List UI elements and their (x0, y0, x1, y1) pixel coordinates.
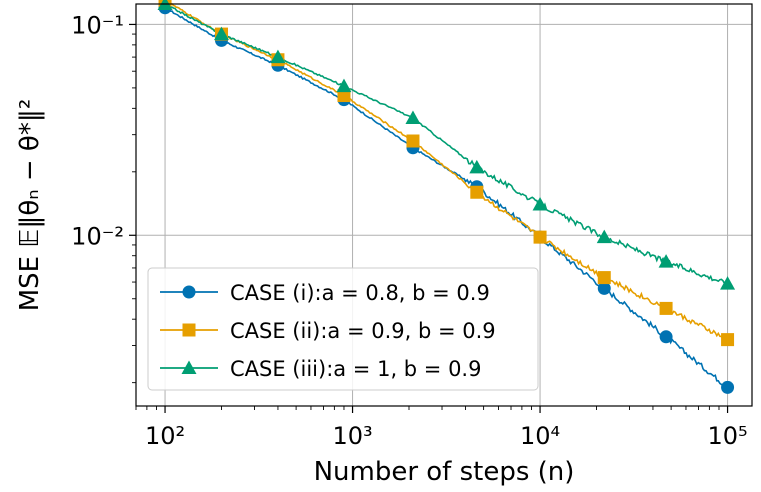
data-point-series-3 (469, 159, 485, 174)
x-tick-label: 10⁵ (707, 422, 747, 450)
x-ticks: 10² 10³ 10⁴ 10⁵ (135, 406, 748, 450)
series-lines (164, 0, 729, 390)
data-point-series-3 (336, 78, 352, 93)
data-point-series-3 (157, 0, 173, 10)
legend-box (147, 267, 539, 391)
data-point-series-3 (658, 254, 674, 268)
x-tick-label: 10² (145, 422, 185, 450)
legend-label: CASE (i):a = 0.8, b = 0.9 (230, 281, 490, 305)
data-point-series-2 (721, 333, 735, 347)
data-point-series-2 (470, 185, 484, 199)
y-tick-label: 10⁻² (71, 222, 124, 250)
data-point-series-3 (596, 229, 612, 244)
legend-label: CASE (ii):a = 0.9, b = 0.9 (230, 319, 496, 343)
legend-swatch-marker (181, 360, 197, 374)
legend-label: CASE (iii):a = 1, b = 0.9 (230, 357, 481, 381)
series-markers (157, 0, 736, 394)
data-point-series-3 (270, 49, 286, 64)
data-point-series-1 (659, 330, 673, 344)
plot-frame (135, 3, 753, 407)
y-ticks: 10⁻¹ 10⁻² (71, 11, 136, 384)
data-point-series-2 (659, 301, 673, 315)
data-point-series-2 (597, 271, 611, 285)
legend: CASE (i):a = 0.8, b = 0.9 CASE (ii):a = 0… (147, 267, 539, 391)
data-point-series-3 (213, 26, 229, 41)
legend-swatch-marker (182, 285, 196, 299)
data-point-series-1 (597, 281, 611, 295)
x-tick-label: 10⁴ (520, 422, 560, 450)
x-tick-label: 10³ (332, 422, 372, 450)
series-line-1 (164, 6, 728, 390)
y-axis-label: MSE 𝔼‖θₙ − θ*‖² (15, 99, 45, 312)
legend-swatch-marker (182, 323, 196, 337)
series-line-3 (164, 3, 729, 287)
data-point-series-2 (406, 134, 420, 148)
data-point-series-2 (533, 230, 547, 244)
data-point-series-2 (337, 89, 351, 103)
data-point-series-3 (405, 110, 421, 124)
data-point-series-3 (532, 196, 548, 211)
data-point-series-3 (720, 276, 736, 290)
y-tick-label: 10⁻¹ (71, 11, 124, 39)
x-axis-label: Number of steps (n) (314, 457, 575, 487)
data-point-series-1 (721, 380, 735, 394)
